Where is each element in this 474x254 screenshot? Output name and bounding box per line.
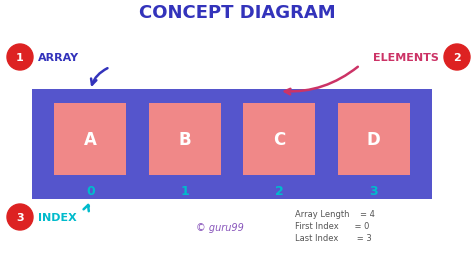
Text: C: C (273, 131, 285, 148)
Text: ARRAY: ARRAY (38, 53, 79, 63)
Text: 0: 0 (86, 185, 95, 198)
Circle shape (444, 45, 470, 71)
Text: First Index      = 0: First Index = 0 (295, 222, 369, 231)
Text: INDEX: INDEX (38, 212, 77, 222)
Text: ELEMENTS: ELEMENTS (373, 53, 439, 63)
FancyBboxPatch shape (55, 104, 127, 175)
Text: 1: 1 (181, 185, 189, 198)
Text: B: B (179, 131, 191, 148)
Text: 2: 2 (453, 53, 461, 63)
Text: 3: 3 (369, 185, 378, 198)
Text: Last Index       = 3: Last Index = 3 (295, 234, 372, 243)
Text: D: D (367, 131, 381, 148)
Text: 2: 2 (275, 185, 283, 198)
Text: © guru99: © guru99 (196, 222, 244, 232)
Circle shape (7, 204, 33, 230)
FancyBboxPatch shape (337, 104, 410, 175)
Text: 3: 3 (16, 212, 24, 222)
FancyBboxPatch shape (149, 104, 221, 175)
Text: CONCEPT DIAGRAM: CONCEPT DIAGRAM (139, 4, 335, 22)
Text: A: A (84, 131, 97, 148)
Text: Array Length    = 4: Array Length = 4 (295, 210, 375, 219)
FancyBboxPatch shape (32, 90, 432, 199)
Text: 1: 1 (16, 53, 24, 63)
Circle shape (7, 45, 33, 71)
FancyBboxPatch shape (243, 104, 315, 175)
